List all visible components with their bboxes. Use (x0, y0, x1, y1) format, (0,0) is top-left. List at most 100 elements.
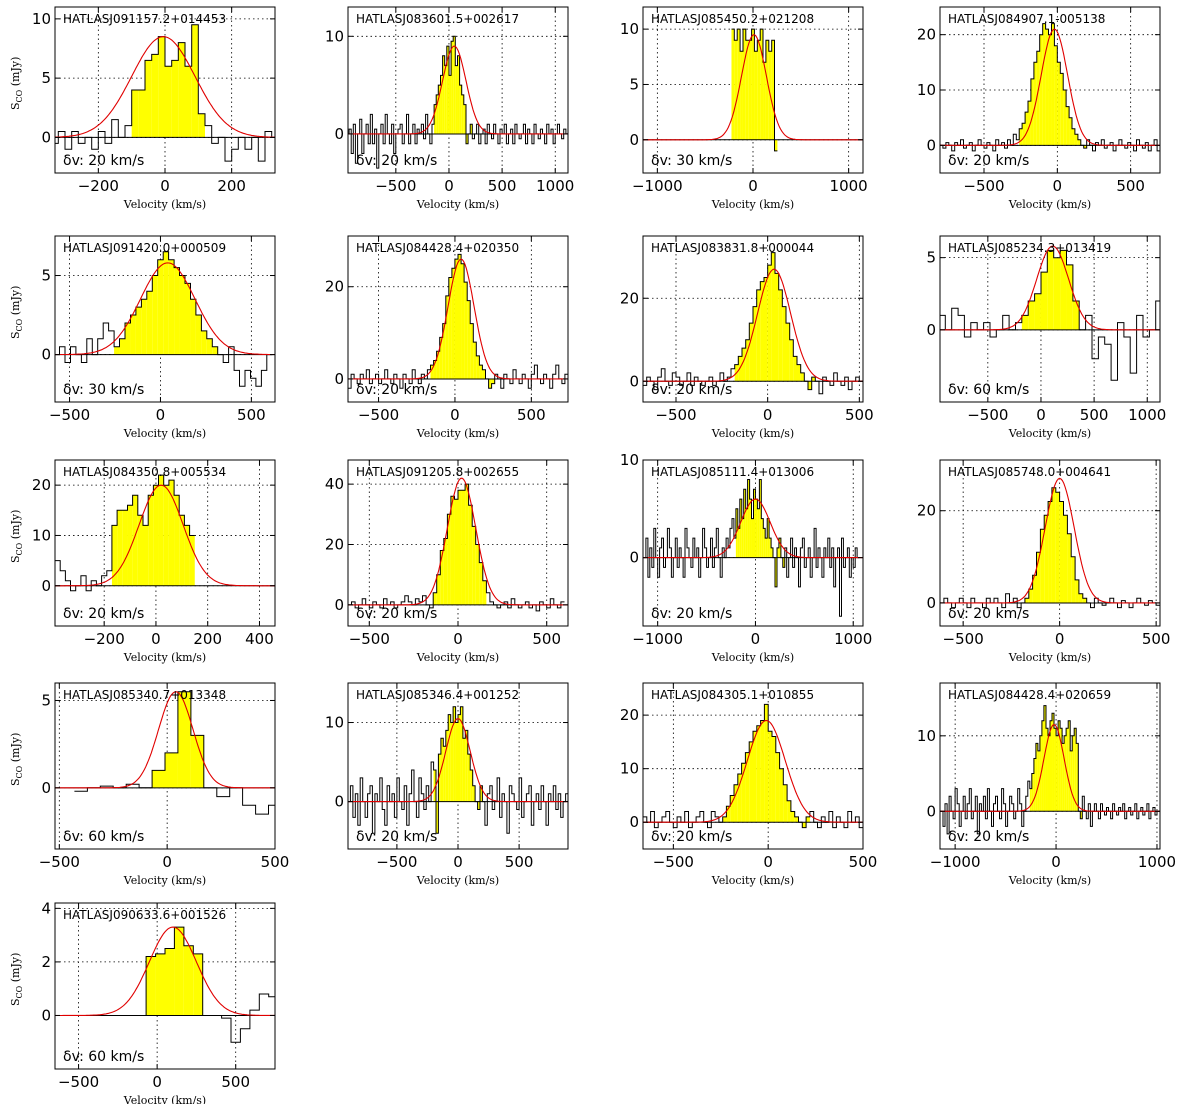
x-tick-label: 0 (751, 630, 761, 648)
x-tick-label: 500 (488, 177, 517, 195)
y-tick-label: 0 (41, 346, 51, 364)
spectrum-bin-fill (790, 811, 795, 823)
spectrum-bin-fill (800, 372, 805, 382)
spectrum-bin-fill (127, 505, 133, 586)
y-tick-label: 10 (325, 27, 344, 45)
spectrum-bin-fill (440, 738, 444, 802)
y-tick-label: 40 (325, 475, 344, 493)
spectrum-bin-fill (479, 562, 483, 605)
gaussian-fit-line (940, 28, 1160, 146)
velocity-resolution-label: δv: 20 km/s (651, 829, 732, 845)
spectrum-bin-fill (446, 46, 449, 134)
spectrum-bin-fill (455, 65, 458, 134)
spectrum-bin-fill (434, 104, 437, 134)
spectrum-bin-fill (747, 479, 750, 558)
spectrum-bin-fill (1067, 533, 1072, 603)
gaussian-fit-line (643, 34, 863, 141)
spectrum-panel: −500 0 500 0 5 HATLASJ091420.0+000509 δv: 30 k… (9, 235, 276, 440)
spectrum-bin-fill (757, 508, 760, 558)
spectrum-bin-fill (1029, 788, 1032, 812)
spectrum-bin-fill (178, 42, 185, 138)
spectrum-bin-fill (191, 24, 199, 138)
x-tick-label: 400 (245, 630, 274, 648)
spectrum-bin-fill (1032, 575, 1037, 603)
spectrum-line (643, 252, 863, 395)
spectrum-bin-fill (743, 489, 746, 558)
spectrum-bin-fill (174, 927, 184, 1016)
y-tick-label: 5 (41, 691, 51, 709)
x-tick-label: 0 (156, 406, 166, 424)
x-tick-label: −500 (358, 406, 399, 424)
y-tick-label: 5 (926, 249, 936, 267)
spectrum-bin-fill (734, 40, 738, 140)
y-tick-label: 0 (334, 125, 344, 143)
spectrum-bin-fill (763, 62, 766, 140)
gaussian-fit-line (348, 718, 568, 803)
spectrum-bin-fill (1063, 90, 1067, 146)
source-name: HATLASJ083601.5+002617 (356, 12, 519, 26)
source-name: HATLASJ091205.8+002655 (356, 465, 519, 479)
spectrum-bin-fill (439, 337, 443, 379)
spectrum-bin-fill (793, 356, 797, 382)
spectrum-bin-fill (751, 29, 755, 140)
plot-frame (642, 682, 864, 850)
spectrum-bin-fill (184, 525, 190, 586)
spectrum-bin-fill (444, 65, 447, 134)
source-name: HATLASJ084350.8+005534 (63, 465, 226, 479)
spectrum-bin-fill (760, 29, 764, 140)
spectrum-bin-fill (811, 377, 816, 382)
spectrum-bin-fill (448, 714, 451, 802)
spectrum-bin-fill (1044, 515, 1049, 603)
spectrum-bin-fill (455, 722, 458, 802)
x-tick-label: 0 (1053, 177, 1063, 195)
spectrum-bin-fill (488, 378, 492, 389)
spectrum-bin-fill (447, 514, 451, 605)
spectrum-bin-fill (468, 505, 473, 605)
spectrum-bin-fill (767, 518, 770, 558)
spectrum-bin-fill (477, 801, 480, 810)
spectrum-bin-fill (1068, 720, 1071, 812)
x-tick-label: 0 (1051, 853, 1061, 871)
spectrum-bin-fill (755, 499, 758, 558)
x-axis-label: Velocity (km/s) (711, 651, 794, 664)
y-axis-label-sub: CO (15, 318, 24, 331)
spectrum-bin-fill (190, 299, 196, 355)
spectrum-bin-fill (155, 953, 165, 1016)
spectrum-bin-fill (753, 306, 757, 382)
spectrum-bin-fill (1030, 78, 1034, 146)
spectrum-bin-fill (782, 306, 786, 382)
spectrum-panel: −500 0 500 0 20 HATLASJ085748.0+004641 δv: 20 … (917, 459, 1170, 664)
x-tick-label: 500 (237, 406, 266, 424)
plot-area (55, 683, 275, 849)
y-tick-label: 10 (917, 81, 936, 99)
spectrum-bin-fill (479, 365, 483, 379)
plot-area (55, 903, 275, 1069)
spectrum-bin-fill (1060, 73, 1064, 146)
spectrum-bin-fill (771, 40, 775, 140)
spectrum-bin-fill (806, 816, 810, 823)
spectrum-panel: −500 0 500 0 20 40 HATLASJ091205.8+002655 δv: 2… (325, 459, 569, 664)
y-tick-label: 0 (334, 793, 344, 811)
spectrum-bin-fill (436, 351, 440, 379)
spectrum-bin-fill (1025, 112, 1028, 146)
spectrum-bin-fill (464, 282, 468, 379)
spectrum-bin-fill (143, 525, 149, 586)
spectrum-bin-fill (741, 518, 744, 558)
spectrum-bin-fill (1019, 128, 1023, 146)
spectrum-bin-fill (1078, 593, 1083, 603)
spectrum-bin-fill (467, 300, 471, 379)
spectrum-bin-fill (742, 29, 746, 140)
spectrum-bin-fill (739, 499, 742, 558)
spectrum-bin-fill (756, 725, 761, 823)
gaussian-fit-line (348, 477, 568, 606)
y-tick-label: 20 (620, 289, 639, 307)
spectrum-bin-fill (157, 259, 164, 355)
spectrum-bin-fill (765, 40, 769, 140)
spectrum-bin-fill (1052, 713, 1055, 812)
y-tick-label: 5 (629, 75, 639, 93)
spectrum-bin-fill (443, 538, 448, 605)
spectrum-bin-fill (753, 489, 756, 558)
spectrum-bin-fill (1050, 720, 1053, 812)
spectrum-bin-fill (448, 277, 452, 379)
spectrum-bin-fill (460, 706, 463, 802)
